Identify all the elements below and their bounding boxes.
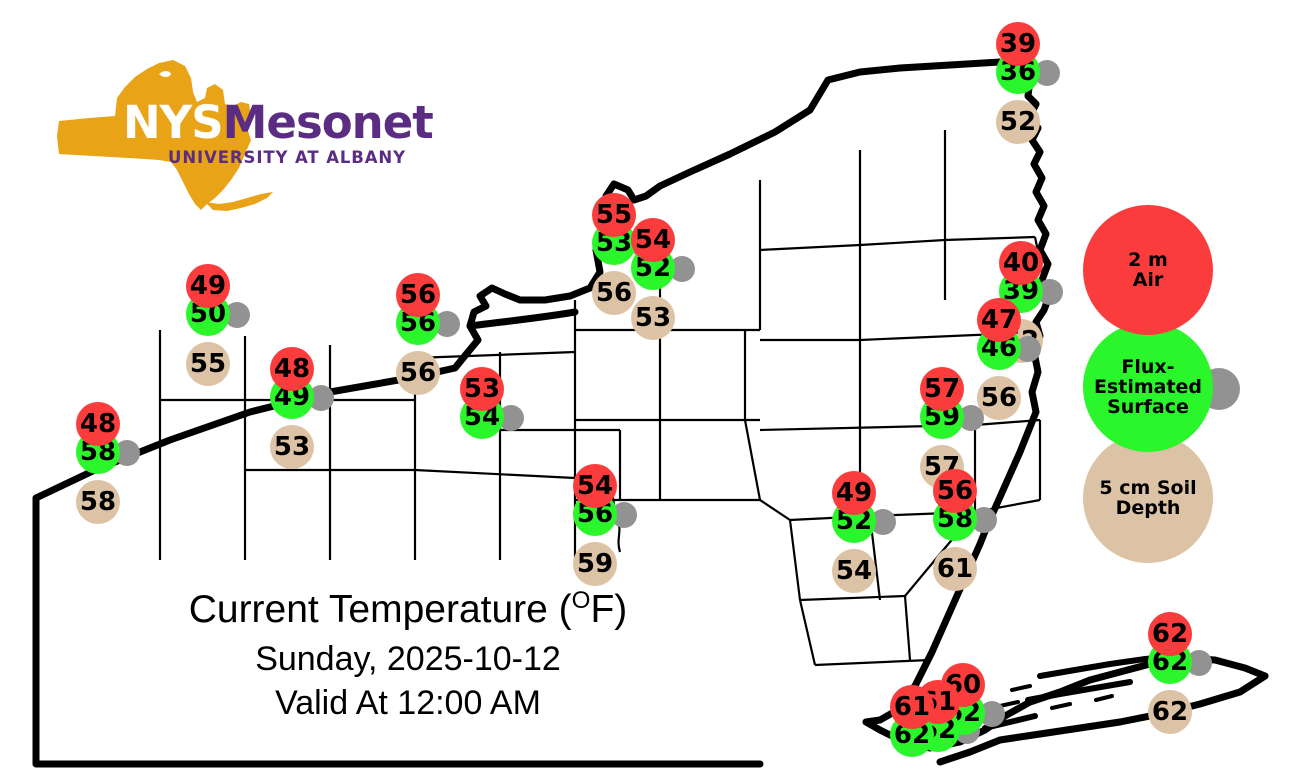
map-date: Sunday, 2025-10-12 (255, 640, 561, 678)
logo-nys-text: NYS (123, 96, 224, 149)
logo-wordmark: NYSMesonet (123, 100, 434, 146)
legend-surface-circle: Flux- Estimated Surface (1083, 322, 1213, 452)
station-air-value: 49 (186, 264, 230, 308)
station-air-value: 57 (920, 367, 964, 411)
station-air-value: 48 (76, 402, 120, 446)
legend-air-label-line2: Air (1132, 269, 1164, 291)
station-air-value: 56 (933, 469, 977, 513)
map-valid-time: Valid At 12:00 AM (275, 684, 541, 722)
station-surface-value: 62 (1148, 640, 1192, 684)
station-soil-value: 61 (933, 547, 977, 591)
new-york-state-logo-shape (57, 60, 273, 211)
title-main-prefix: Current Temperature ( (188, 588, 572, 631)
station-air-value: 54 (573, 464, 617, 508)
logo-subtitle: UNIVERSITY AT ALBANY (168, 148, 406, 167)
station-air-value: 62 (1148, 612, 1192, 656)
station-soil-value: 56 (396, 351, 440, 395)
nys-mesonet-logo: NYSMesonet UNIVERSITY AT ALBANY (55, 58, 434, 218)
station-soil-value: 55 (186, 342, 230, 386)
station-air-value: 48 (270, 347, 314, 391)
legend-surface-label-line3: Surface (1107, 396, 1189, 419)
station-air-value: 56 (396, 273, 440, 317)
legend-air-label-line1: 2 m (1128, 248, 1168, 271)
legend-surface-label-line2: Estimated (1093, 375, 1203, 398)
station-soil-value: 54 (832, 549, 876, 593)
station-soil-value: 58 (76, 480, 120, 524)
station-air-value: 49 (832, 471, 876, 515)
station-soil-value: 53 (270, 425, 314, 469)
station-air-value: 40 (999, 241, 1043, 285)
station-air-value: 54 (631, 218, 675, 262)
station-soil-value: 59 (573, 542, 617, 586)
legend-surface-label-line1: Flux- (1121, 355, 1175, 378)
station-air-value: 39 (996, 22, 1040, 66)
legend-soil-circle: 5 cm Soil Depth (1083, 433, 1213, 563)
station-air-value: 61 (890, 685, 934, 729)
station-air-value: 53 (460, 367, 504, 411)
station-air-value: 47 (977, 298, 1021, 342)
title-main-suffix: F) (590, 588, 628, 631)
degree-symbol: O (571, 587, 591, 614)
station-soil-value: 56 (592, 271, 636, 315)
station-soil-value: 56 (977, 376, 1021, 420)
legend-soil-label-line2: Depth (1115, 497, 1181, 519)
legend-soil-label-line1: 5 cm Soil (1099, 476, 1197, 499)
page-title: Current Temperature (OF) (118, 578, 698, 633)
station-soil-value: 62 (1148, 690, 1192, 734)
map-title-block: Current Temperature (OF) Sunday, 2025-10… (118, 578, 698, 725)
logo-mesonet-text: Mesonet (222, 96, 434, 149)
station-soil-value: 53 (631, 296, 675, 340)
legend-air-circle: 2 m Air (1083, 205, 1213, 335)
station-air-value: 55 (592, 193, 636, 237)
station-soil-value: 52 (996, 100, 1040, 144)
map-legend: 5 cm Soil Depth Flux- Estimated Surface … (1055, 205, 1255, 563)
